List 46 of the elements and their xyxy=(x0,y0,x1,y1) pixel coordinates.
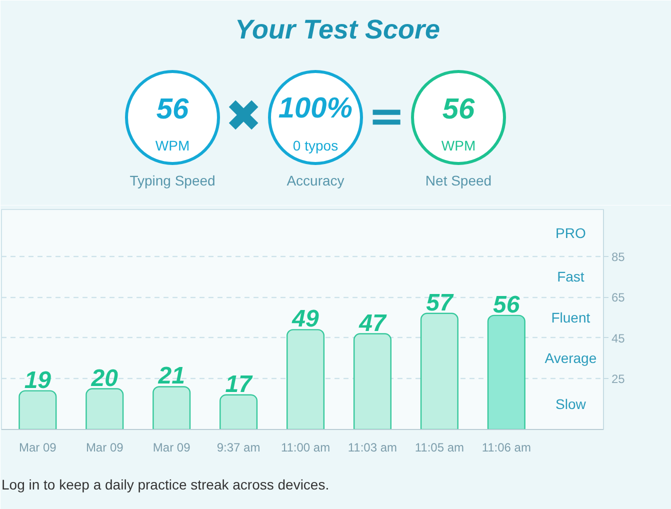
text: 0 typos xyxy=(292,138,338,154)
x-tick-label: 11:06 am xyxy=(482,440,531,454)
bar xyxy=(18,390,57,430)
data-label: 47 xyxy=(358,310,388,337)
y-tick-label: 65 xyxy=(612,290,626,305)
bar xyxy=(220,394,258,430)
y-tick-label: 45 xyxy=(612,331,626,346)
text: PRO xyxy=(556,224,586,241)
bar xyxy=(353,333,392,430)
data-label: 21 xyxy=(157,362,185,390)
y-tick-label: 85 xyxy=(612,250,626,264)
x-tick-label: Mar 09 xyxy=(18,440,57,454)
x-tick-label: 9:37 am xyxy=(216,440,260,454)
text: 100% xyxy=(278,92,353,124)
data-label: 56 xyxy=(493,291,520,318)
text: Slow xyxy=(556,396,587,412)
bar xyxy=(86,388,124,430)
x-tick-label: 11:03 am xyxy=(348,440,398,454)
text: Accuracy xyxy=(286,172,344,188)
text: Your Test Score xyxy=(234,14,440,44)
data-label: 19 xyxy=(24,366,52,394)
bar xyxy=(487,314,526,430)
text: = xyxy=(368,91,405,142)
data-label: 17 xyxy=(225,370,254,398)
text: Average xyxy=(544,350,597,366)
text: 56 xyxy=(442,94,476,126)
bar xyxy=(420,312,458,430)
bar xyxy=(286,329,325,430)
text: WPM xyxy=(441,138,476,154)
data-label: 49 xyxy=(291,306,320,333)
text: ✖ xyxy=(225,91,262,142)
data-label: 20 xyxy=(90,364,119,392)
text: 56 xyxy=(156,94,190,126)
x-tick-label: 11:05 am xyxy=(414,440,464,454)
text: Net Speed xyxy=(425,172,492,188)
text: Fluent xyxy=(551,309,590,326)
text: WPM xyxy=(155,138,190,154)
data-label: 57 xyxy=(426,289,454,316)
y-tick-label: 25 xyxy=(612,372,626,386)
x-tick-label: 11:00 am xyxy=(280,440,330,454)
x-tick-label: Mar 09 xyxy=(152,440,191,454)
bar xyxy=(152,386,191,430)
text: Fast xyxy=(557,268,584,285)
text: Typing Speed xyxy=(130,172,216,188)
x-tick-label: Mar 09 xyxy=(86,440,124,454)
text: Log in to keep a daily practice streak across devices. xyxy=(2,476,330,492)
